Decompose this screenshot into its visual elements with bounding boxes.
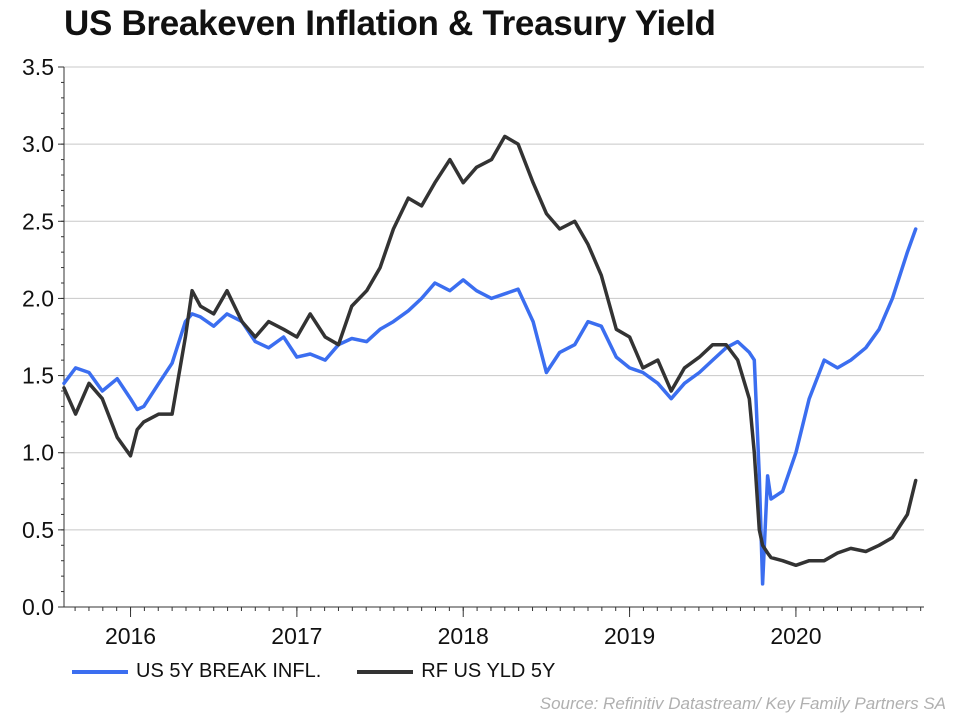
series-line-breakeven [62, 227, 918, 586]
x-tick-label: 2020 [770, 623, 821, 649]
legend-swatch-breakeven [72, 669, 128, 674]
y-tick-label: 2.0 [22, 285, 54, 311]
source-note: Source: Refinitiv Datastream/ Key Family… [539, 694, 946, 713]
chart-title: US Breakeven Inflation & Treasury Yield [64, 4, 716, 43]
y-tick-label: 0.5 [22, 517, 54, 543]
x-tick-label: 2019 [604, 623, 655, 649]
x-tick-label: 2017 [271, 623, 322, 649]
y-tick-label: 0.0 [22, 594, 54, 620]
y-tick-label: 3.0 [22, 131, 54, 157]
legend: US 5Y BREAK INFL. RF US YLD 5Y [72, 660, 591, 683]
y-tick-label: 2.5 [22, 208, 54, 234]
gridlines [64, 66, 924, 531]
y-tick-label: 1.5 [22, 363, 54, 389]
legend-label-breakeven: US 5Y BREAK INFL. [136, 660, 322, 682]
series-lines [62, 134, 918, 586]
x-tick-label: 2018 [438, 623, 489, 649]
y-tick-label: 3.5 [22, 54, 54, 80]
legend-swatch-yield [357, 669, 414, 674]
legend-item-yield: RF US YLD 5Y [357, 660, 555, 683]
series-line-yield [62, 134, 918, 568]
x-tick-label: 2016 [105, 623, 156, 649]
legend-label-yield: RF US YLD 5Y [421, 660, 556, 682]
y-tick-label: 1.0 [22, 440, 54, 466]
legend-item-breakeven: US 5Y BREAK INFL. [72, 660, 321, 683]
axes: 0.0 0.5 1.0 1.5 2.0 2.5 3.0 3.5 2016 2017 2018 2019… [22, 54, 924, 649]
